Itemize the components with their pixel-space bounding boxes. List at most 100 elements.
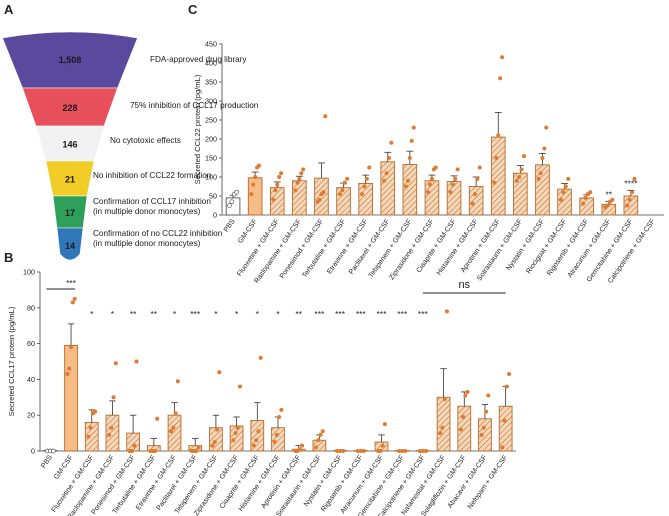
chart-b-data-point [423, 449, 428, 453]
chart-c-bar [535, 164, 550, 216]
chart-c-x-tick-label: Etravirine + GM-CSF [326, 218, 369, 275]
chart-b-data-point [233, 431, 238, 436]
chart-c-data-point [544, 125, 549, 130]
funnel-count-5: 17 [65, 208, 75, 218]
chart-c-data-point [249, 192, 254, 197]
chart-b-bar [229, 425, 244, 452]
chart-b-data-point [67, 366, 72, 371]
chart-c-y-tick-label: 350 [205, 78, 217, 87]
chart-c-data-point [297, 176, 302, 181]
chart-b-data-point [93, 409, 98, 414]
chart-c-data-point [229, 199, 235, 205]
chart-b-x-tick-label: GM-CSF [53, 454, 75, 481]
chart-b-data-point [417, 449, 422, 453]
chart-c-data-point [407, 156, 412, 160]
chart-c-x-tick-label: Ponesimod + GM-CSF [279, 218, 325, 280]
chart-c-data-point [519, 167, 524, 172]
chart-b-data-point [70, 300, 75, 305]
chart-b-data-point [461, 414, 466, 419]
funnel-level-1 [2, 31, 138, 89]
chart-c-data-point [581, 201, 586, 206]
chart-b-data-point [486, 393, 491, 398]
chart-b-data-point [335, 449, 340, 453]
chart-c-data-point [404, 184, 409, 189]
chart-b-data-point [171, 425, 176, 430]
chart-c-data-point [558, 197, 563, 202]
chart-c-data-point [472, 192, 477, 197]
chart-c-x-tick-label: Rigosertib + GM-CSF [546, 218, 590, 277]
chart-c-data-point [317, 197, 322, 202]
chart-c-data-point [536, 176, 541, 181]
chart-b-data-point [217, 370, 222, 375]
chart-b-data-point [134, 359, 139, 364]
chart-b-data-point [463, 393, 468, 398]
chart-c-bar [358, 183, 373, 216]
chart-c-data-point [279, 171, 284, 176]
chart-c-data-point [561, 190, 566, 195]
chart-b-x-tick-label: Ciaaprite + GM-CSF [219, 454, 261, 510]
chart-b-data-point [272, 440, 277, 445]
chart-b-significance: *** [418, 309, 429, 319]
chart-b-data-point [442, 397, 447, 402]
chart-c-x-tick-label: Atracurium + GM-CSF [567, 218, 613, 279]
chart-b-data-point [109, 425, 114, 430]
chart-c-data-point [496, 133, 501, 138]
chart-b-significance: *** [66, 278, 77, 288]
chart-b-data-point [152, 449, 157, 453]
chart-c-x-tick-label: Ciaaprite + GM-CSF [415, 218, 457, 274]
chart-c-y-tick-label: 250 [205, 116, 217, 125]
funnel-label-4: No inhibition of CCL22 formation [93, 171, 212, 180]
chart-c-y-tick-label: 100 [205, 173, 217, 182]
chart-c-data-point [563, 184, 568, 189]
chart-c-data-point [455, 167, 460, 172]
chart-b-data-point [382, 422, 387, 427]
chart-b-data-point [504, 384, 509, 389]
chart-b-data-point [465, 389, 470, 394]
chart-b-data-point [65, 372, 70, 377]
chart-b-y-tick-label: 40 [27, 375, 35, 384]
chart-c-bar [424, 180, 440, 216]
chart-b-data-point [341, 449, 346, 453]
chart-c-bar [402, 164, 418, 216]
chart-b-data-point [481, 425, 486, 430]
chart-b-data-point [279, 407, 284, 412]
chart-b-data-point [251, 443, 256, 448]
chart-b-significance: *** [314, 309, 325, 319]
chart-c-data-point [428, 182, 433, 187]
chart-b-data-point [155, 416, 160, 421]
chart-b-data-point [507, 372, 512, 377]
chart-c-bar [446, 181, 462, 216]
chart-b-bar [64, 344, 78, 452]
chart-b-bar [126, 432, 140, 452]
chart-c-x-tick-label: Tebipenem + GM-CSF [368, 218, 414, 279]
chart-b-x-tick-label: Nystatin + GM-CSF [303, 454, 344, 508]
chart-c-data-point [588, 190, 593, 195]
chart-c-data-point [382, 178, 387, 183]
chart-b-data-point [297, 447, 302, 452]
chart-c-data-point [364, 176, 369, 181]
chart-c-data-point [360, 192, 365, 197]
chart-b-bar [167, 414, 182, 452]
chart-b-data-point [314, 445, 319, 450]
chart-b-data-point [355, 449, 360, 453]
chart-c-data-point [448, 190, 453, 195]
chart-c-x-tick-label: Fluoxetine + GM-CSF [236, 218, 281, 278]
chart-b-significance: *** [397, 309, 408, 319]
chart-c-data-point [386, 156, 391, 160]
chart-c-x-tick-label: Aprotinin + GM-CSF [460, 218, 502, 274]
chart-c-y-tick-label: 400 [205, 59, 217, 68]
chart-c-data-point [494, 156, 499, 160]
chart-b-data-point [458, 427, 463, 432]
chart-b-data-point [130, 449, 135, 453]
chart-b-x-tick-label: Aprotinin + GM-CSF [260, 454, 302, 510]
chart-b-data-point [318, 432, 323, 437]
chart-c-data-point [475, 176, 480, 181]
chart-b-significance: * [256, 309, 260, 319]
chart-c-data-point [256, 163, 261, 168]
chart-b-data-point [237, 384, 242, 389]
funnel-label-1: FDA-approved drug library [150, 55, 247, 64]
chart-b-data-point [338, 449, 343, 453]
chart-b-data-point [212, 440, 217, 445]
chart-b-data-point [107, 432, 112, 437]
chart-c-y-axis-label: Secreted CCL22 protein (pg/mL) [193, 74, 202, 184]
